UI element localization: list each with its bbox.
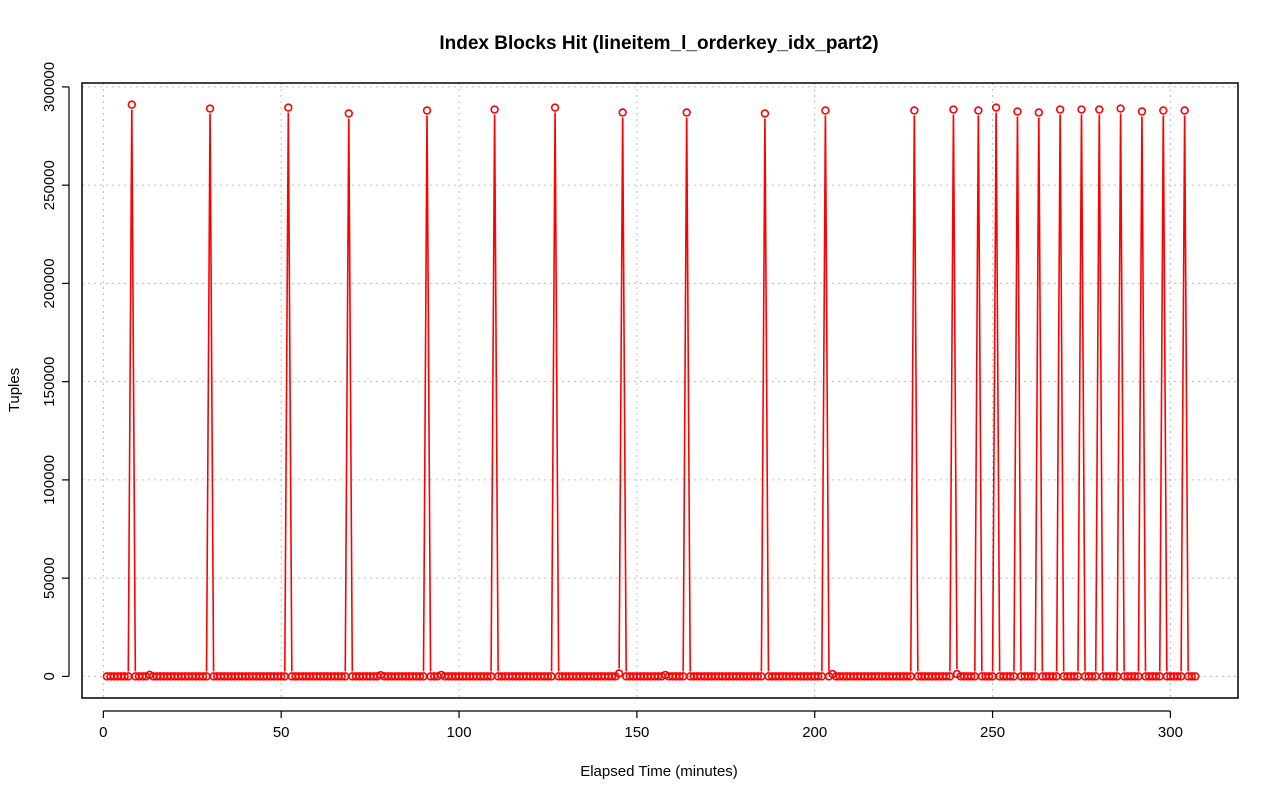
y-tick-label: 300000 — [41, 62, 58, 112]
data-point — [1187, 672, 1196, 681]
data-point — [1116, 104, 1125, 113]
y-axis-label: Tuples — [6, 368, 23, 412]
data-point — [753, 672, 763, 681]
data-point — [415, 672, 425, 681]
y-tick-label: 0 — [41, 672, 58, 680]
data-point — [942, 672, 951, 681]
x-tick-label: 250 — [980, 724, 1005, 741]
x-axis-label: Elapsed Time (minutes) — [580, 763, 738, 780]
data-point — [198, 672, 208, 681]
data-point — [550, 103, 560, 112]
data-point — [422, 106, 432, 115]
x-tick-label: 150 — [624, 724, 649, 741]
data-point — [1077, 105, 1086, 114]
y-tick-label: 100000 — [41, 455, 58, 505]
data-point — [1173, 672, 1182, 681]
data-point — [675, 672, 684, 681]
data-point — [910, 106, 919, 115]
data-point — [1151, 672, 1161, 681]
plot-frame — [81, 82, 1239, 699]
data-point — [945, 672, 955, 681]
series-layer — [102, 100, 1200, 681]
x-tick-label: 0 — [99, 724, 107, 741]
data-point — [1070, 672, 1079, 681]
data-point — [1137, 107, 1147, 116]
data-point — [903, 672, 912, 681]
grid-layer — [82, 83, 1238, 698]
data-point — [607, 672, 617, 681]
x-tick-label: 200 — [802, 724, 827, 741]
data-point — [1034, 108, 1044, 117]
data-point — [1013, 107, 1022, 116]
data-point — [276, 672, 286, 681]
data-point — [614, 669, 624, 678]
data-point — [967, 672, 976, 681]
data-point — [337, 672, 346, 681]
data-point — [284, 103, 293, 112]
data-point — [127, 100, 136, 109]
axes-layer: 0 50 100 150 200 250 300 0 50000 100000 150000 2000… — [41, 62, 1183, 741]
data-point — [1006, 672, 1015, 681]
data-point — [618, 108, 627, 117]
x-tick-label: 100 — [447, 724, 472, 741]
x-tick-label: 50 — [273, 724, 290, 741]
chart-title: Index Blocks Hit (lineitem_l_orderkey_id… — [439, 33, 878, 54]
data-point — [1095, 105, 1104, 114]
data-point — [1109, 672, 1118, 681]
data-point — [1055, 105, 1065, 114]
data-point — [1048, 672, 1058, 681]
data-point — [1159, 106, 1168, 115]
data-point — [1180, 106, 1189, 115]
data-point — [120, 672, 129, 681]
data-point — [344, 109, 353, 118]
data-point — [760, 109, 770, 118]
data-point — [1191, 672, 1200, 681]
series-line — [127, 109, 1189, 672]
x-tick-label: 300 — [1158, 724, 1183, 741]
data-point — [1027, 672, 1036, 681]
y-tick-label: 150000 — [41, 357, 58, 407]
y-tick-label: 50000 — [41, 557, 58, 599]
data-point — [205, 104, 215, 113]
y-tick-label: 200000 — [41, 258, 58, 308]
data-point — [991, 103, 1001, 112]
data-point — [821, 106, 830, 115]
y-tick-label: 250000 — [41, 160, 58, 210]
data-point — [949, 105, 958, 114]
data-point — [543, 672, 553, 681]
data-point — [483, 672, 492, 681]
data-point — [1130, 672, 1140, 681]
data-point — [984, 672, 994, 681]
data-point — [1087, 672, 1097, 681]
data-point — [814, 672, 823, 681]
data-point — [974, 106, 983, 115]
data-point — [490, 105, 499, 114]
data-point — [682, 108, 691, 117]
